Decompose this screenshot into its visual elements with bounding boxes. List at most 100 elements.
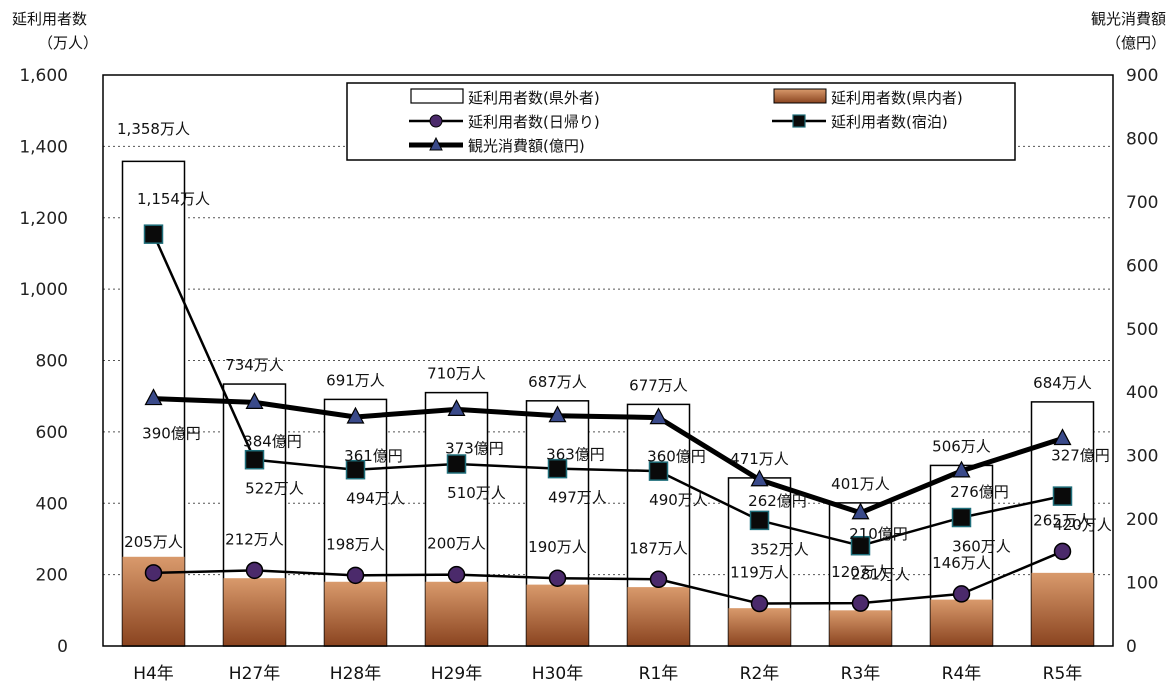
legend: 延利用者数(県外者) 延利用者数(県内者) 延利用者数(日帰り) 延利用者数(宿泊) 観…	[346, 82, 1016, 161]
bar-inside	[324, 581, 387, 646]
category-label: R2年	[740, 664, 780, 684]
label-daytrip: 119万人	[730, 564, 789, 582]
point-spending	[447, 399, 466, 416]
point-daytrip	[144, 564, 163, 582]
line-spending	[153, 396, 1064, 516]
label-overnight: 360万人	[952, 538, 1011, 556]
right-tick-label: 500	[1126, 320, 1158, 340]
left-tick-label: 0	[57, 637, 68, 657]
point-spending	[952, 460, 971, 478]
point-overnight	[850, 535, 871, 556]
point-daytrip	[851, 594, 870, 612]
category-label: R1年	[639, 664, 679, 684]
category-label: R3年	[841, 664, 881, 684]
label-total: 677万人	[629, 376, 688, 394]
label-spending: 210億円	[849, 525, 908, 543]
label-spending: 390億円	[142, 425, 201, 443]
category-label: H27年	[229, 664, 280, 684]
label-daytrip: 198万人	[326, 535, 385, 553]
category-label: H28年	[330, 664, 381, 684]
label-daytrip: 200万人	[427, 535, 486, 553]
category-label: H29年	[431, 664, 482, 684]
label-total: 471万人	[730, 450, 789, 468]
right-tick-label: 200	[1126, 510, 1158, 530]
legend-marker-spending	[429, 136, 443, 151]
left-tick-label: 1,400	[19, 137, 68, 157]
line-daytrip	[153, 550, 1063, 605]
right-tick-label: 0	[1126, 637, 1137, 657]
right-tick-label: 700	[1126, 193, 1158, 213]
left-tick-label: 800	[36, 352, 68, 372]
point-daytrip	[346, 566, 365, 585]
label-daytrip: 212万人	[225, 530, 284, 548]
left-tick-label: 1,600	[19, 66, 68, 86]
point-daytrip	[952, 585, 971, 603]
point-spending	[851, 502, 870, 520]
label-overnight: 522万人	[245, 480, 304, 498]
label-spending: 361億円	[344, 447, 403, 465]
label-total: 506万人	[932, 437, 991, 455]
bar-inside	[526, 584, 589, 646]
category-label: H30年	[532, 664, 583, 684]
label-overnight: 497万人	[548, 489, 607, 507]
label-total: 710万人	[427, 365, 486, 383]
right-axis-unit: （億円）	[1106, 34, 1166, 52]
point-daytrip	[447, 565, 466, 584]
point-spending	[1053, 428, 1072, 446]
label-daytrip: 187万人	[629, 539, 688, 557]
legend-label-daytrip: 延利用者数(日帰り)	[468, 113, 600, 131]
bar-inside	[829, 610, 892, 646]
point-overnight	[951, 507, 972, 528]
right-tick-label: 800	[1126, 129, 1158, 149]
label-spending: 360億円	[647, 448, 706, 466]
label-overnight: 352万人	[750, 540, 809, 558]
label-total: 1,358万人	[117, 120, 190, 138]
label-total: 734万人	[225, 356, 284, 374]
point-spending	[750, 469, 769, 487]
point-overnight	[749, 510, 770, 531]
left-tick-label: 1,000	[19, 280, 68, 300]
label-total: 401万人	[831, 475, 890, 493]
right-tick-label: 400	[1126, 383, 1158, 403]
legend-label-spending: 観光消費額(億円)	[468, 137, 585, 155]
legend-marker-daytrip	[429, 114, 443, 128]
right-tick-label: 300	[1126, 447, 1158, 467]
label-total: 684万人	[1033, 374, 1092, 392]
label-overnight: 281万人	[851, 566, 910, 584]
label-spending: 363億円	[546, 446, 605, 464]
point-daytrip	[750, 594, 769, 613]
label-spending: 262億円	[748, 492, 807, 510]
category-label: R5年	[1043, 664, 1083, 684]
point-overnight	[244, 449, 265, 470]
label-overnight: 490万人	[649, 491, 708, 509]
point-overnight	[345, 459, 366, 480]
point-spending	[245, 392, 264, 409]
point-daytrip	[548, 569, 567, 587]
point-daytrip	[1053, 542, 1072, 561]
point-overnight	[547, 458, 568, 479]
left-axis-title: 延利用者数	[12, 10, 87, 28]
label-overnight: 1,154万人	[137, 190, 210, 208]
legend-label-inside: 延利用者数(県内者)	[831, 89, 963, 107]
left-tick-label: 1,200	[19, 209, 68, 229]
line-overnight	[152, 233, 1063, 547]
plot-frame	[102, 74, 1114, 647]
label-daytrip: 120万人	[831, 563, 890, 581]
point-daytrip	[649, 570, 668, 589]
label-daytrip: 265万人	[1033, 511, 1092, 529]
bar-inside	[223, 578, 286, 646]
point-overnight	[143, 224, 164, 244]
right-tick-label: 100	[1126, 574, 1158, 594]
label-daytrip: 190万人	[528, 538, 587, 556]
label-spending: 384億円	[243, 432, 302, 450]
label-overnight: 510万人	[447, 484, 506, 502]
point-overnight	[1052, 486, 1073, 506]
bar-inside	[425, 581, 488, 646]
right-tick-label: 900	[1126, 66, 1158, 86]
left-tick-label: 400	[36, 494, 68, 514]
label-spending: 373億円	[445, 439, 504, 457]
right-tick-label: 600	[1126, 256, 1158, 276]
left-tick-label: 600	[36, 423, 68, 443]
